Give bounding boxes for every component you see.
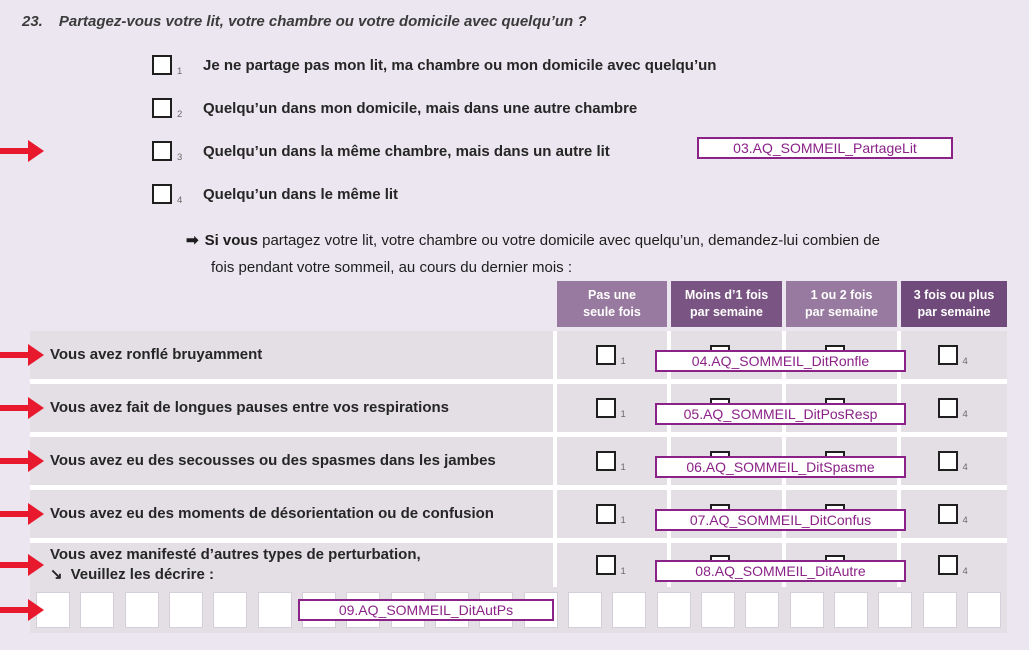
table-row-autre: Vous avez manifesté d’autres types de pe… — [30, 543, 1007, 587]
row-label: Vous avez eu des moments de désorientati… — [30, 490, 553, 538]
describe-label: Veuillez les décrire : — [70, 566, 214, 583]
option-row-2: 2 Quelqu’un dans mon domicile, mais dans… — [152, 97, 638, 120]
answer-cell-4: 4 — [901, 543, 1007, 587]
row-label: Vous avez fait de longues pauses entre v… — [30, 384, 553, 432]
red-arrow-icon — [0, 450, 45, 472]
instruction: ➡ Si vous partagez votre lit, votre chamb… — [186, 227, 1006, 281]
checkbox[interactable] — [595, 555, 616, 575]
field-code-ditronfle: 04.AQ_SOMMEIL_DitRonfle — [655, 350, 906, 372]
checkbox-number: 1 — [177, 66, 183, 77]
row-label: Vous avez ronflé bruyamment — [30, 331, 553, 379]
answer-cell-4: 4 — [901, 437, 1007, 485]
char-cell[interactable] — [567, 592, 602, 628]
char-cell[interactable] — [745, 592, 780, 628]
checkbox[interactable] — [937, 504, 958, 524]
answer-cell-4: 4 — [901, 490, 1007, 538]
checkbox-number: 4 — [177, 195, 183, 206]
char-cell[interactable] — [80, 592, 115, 628]
instruction-arrow-icon: ➡ — [186, 232, 199, 249]
checkbox-number: 3 — [177, 152, 183, 163]
field-code-ditautre: 08.AQ_SOMMEIL_DitAutre — [655, 560, 906, 582]
char-cell[interactable] — [124, 592, 159, 628]
field-code-ditautps: 09.AQ_SOMMEIL_DitAutPs — [298, 599, 554, 621]
instruction-text: partagez votre lit, votre chambre ou vot… — [257, 232, 880, 249]
checkbox[interactable] — [595, 398, 616, 418]
table-row-pauses: Vous avez fait de longues pauses entre v… — [30, 384, 1007, 432]
option-label: Quelqu’un dans le même lit — [203, 185, 399, 203]
answer-cell-1: 1 — [557, 331, 667, 379]
table-row-spasmes: Vous avez eu des secousses ou des spasme… — [30, 437, 1007, 485]
checkbox[interactable] — [152, 55, 172, 75]
question-title: 23. Partagez-vous votre lit, votre chamb… — [22, 13, 587, 30]
char-cell[interactable] — [257, 592, 292, 628]
row-label: Vous avez manifesté d’autres types de pe… — [30, 543, 553, 587]
header-1-ou-2-fois: 1 ou 2 fois par semaine — [786, 281, 897, 327]
table-header: Pas une seule fois Moins d’1 fois par se… — [30, 281, 1007, 327]
red-arrow-icon — [0, 503, 45, 525]
checkbox[interactable] — [937, 555, 958, 575]
write-in-strip — [36, 592, 1001, 628]
header-moins-1-fois: Moins d’1 fois par semaine — [671, 281, 782, 327]
checkbox-number: 2 — [177, 109, 183, 120]
red-arrow-icon — [0, 397, 45, 419]
red-arrow-icon — [0, 599, 45, 621]
table-row-ronfle: Vous avez ronflé bruyamment 1 2 3 4 04.A… — [30, 331, 1007, 379]
char-cell[interactable] — [966, 592, 1001, 628]
char-cell[interactable] — [656, 592, 691, 628]
char-cell[interactable] — [789, 592, 824, 628]
red-arrow-icon — [0, 554, 45, 576]
checkbox[interactable] — [152, 98, 172, 118]
answer-cell-1: 1 — [557, 543, 667, 587]
char-cell[interactable] — [213, 592, 248, 628]
field-code-ditconfus: 07.AQ_SOMMEIL_DitConfus — [655, 509, 906, 531]
char-cell[interactable] — [878, 592, 913, 628]
answer-cell-4: 4 — [901, 331, 1007, 379]
header-pas-une-seule-fois: Pas une seule fois — [557, 281, 667, 327]
checkbox[interactable] — [937, 398, 958, 418]
option-row-1: 1 Je ne partage pas mon lit, ma chambre … — [152, 54, 717, 77]
checkbox[interactable] — [937, 345, 958, 365]
checkbox[interactable] — [152, 141, 172, 161]
option-label: Quelqu’un dans la même chambre, mais dan… — [203, 142, 610, 160]
field-code-partagelit: 03.AQ_SOMMEIL_PartageLit — [697, 137, 953, 159]
answer-cell-4: 4 — [901, 384, 1007, 432]
question-number: 23. — [22, 13, 43, 30]
checkbox[interactable] — [595, 451, 616, 471]
char-cell[interactable] — [168, 592, 203, 628]
char-cell[interactable] — [833, 592, 868, 628]
instruction-text-line2: fois pendant votre sommeil, au cours du … — [211, 259, 573, 276]
answer-cell-1: 1 — [557, 437, 667, 485]
red-arrow-icon — [0, 140, 45, 162]
field-code-ditposresp: 05.AQ_SOMMEIL_DitPosResp — [655, 403, 906, 425]
option-row-4: 4 Quelqu’un dans le même lit — [152, 183, 399, 206]
header-3-fois-ou-plus: 3 fois ou plus par semaine — [901, 281, 1007, 327]
red-arrow-icon — [0, 344, 45, 366]
write-in-row: 09.AQ_SOMMEIL_DitAutPs — [30, 587, 1007, 633]
checkbox[interactable] — [152, 184, 172, 204]
table-body: Vous avez ronflé bruyamment 1 2 3 4 04.A… — [30, 331, 1007, 633]
char-cell[interactable] — [612, 592, 647, 628]
option-label: Je ne partage pas mon lit, ma chambre ou… — [203, 56, 717, 74]
option-row-3: 3 Quelqu’un dans la même chambre, mais d… — [152, 140, 610, 163]
checkbox[interactable] — [595, 345, 616, 365]
option-label: Quelqu’un dans mon domicile, mais dans u… — [203, 99, 638, 117]
answer-cell-1: 1 — [557, 384, 667, 432]
checkbox[interactable] — [937, 451, 958, 471]
char-cell[interactable] — [700, 592, 735, 628]
checkbox[interactable] — [595, 504, 616, 524]
table-row-confusion: Vous avez eu des moments de désorientati… — [30, 490, 1007, 538]
field-code-ditspasme: 06.AQ_SOMMEIL_DitSpasme — [655, 456, 906, 478]
char-cell[interactable] — [922, 592, 957, 628]
answer-cell-1: 1 — [557, 490, 667, 538]
question-text: Partagez-vous votre lit, votre chambre o… — [58, 13, 587, 30]
describe-arrow-icon: ↘ — [50, 566, 63, 583]
header-spacer — [30, 281, 553, 327]
row-label: Vous avez eu des secousses ou des spasme… — [30, 437, 553, 485]
instruction-bold: Si vous — [204, 232, 258, 249]
